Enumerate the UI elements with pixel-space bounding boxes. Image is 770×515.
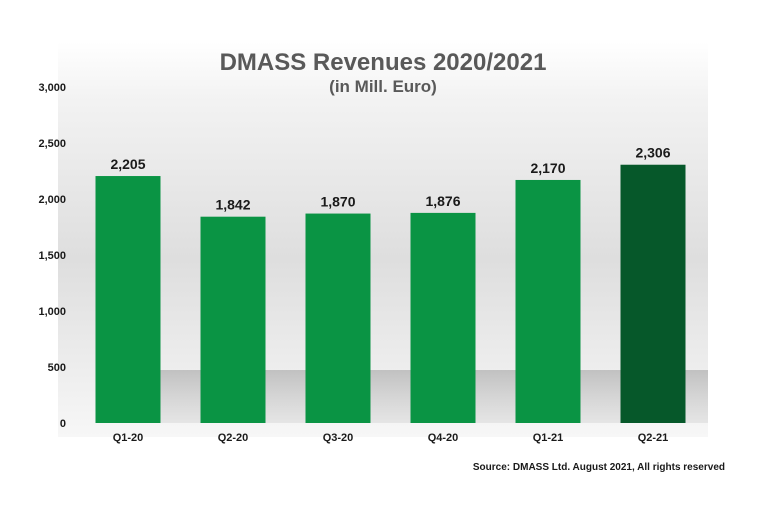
bar-shadows: [96, 370, 708, 423]
x-tick-label: Q1-21: [533, 432, 564, 444]
y-tick-label: 500: [48, 362, 66, 374]
data-label: 2,306: [635, 145, 670, 161]
data-label: 1,870: [320, 194, 355, 210]
x-axis-ticks: Q1-20 Q2-20 Q3-20 Q4-20 Q1-21 Q2-21: [113, 432, 669, 444]
data-label: 1,842: [215, 197, 250, 213]
x-tick-label: Q2-20: [218, 432, 249, 444]
data-label: 2,205: [110, 156, 145, 172]
y-tick-label: 3,000: [38, 82, 66, 94]
x-tick-label: Q4-20: [428, 432, 459, 444]
data-labels: 2,205 1,842 1,870 1,876 2,170 2,306: [110, 145, 670, 213]
bars: [95, 164, 686, 423]
bar-q4-20: [410, 212, 476, 423]
chart-title: DMASS Revenues 2020/2021: [220, 49, 547, 76]
data-label: 1,876: [425, 193, 460, 209]
bar-q1-20: [95, 176, 161, 423]
y-tick-label: 1,500: [38, 250, 66, 262]
bar-q2-20: [200, 216, 266, 423]
y-tick-label: 2,500: [38, 138, 66, 150]
x-tick-label: Q1-20: [113, 432, 144, 444]
x-tick-label: Q3-20: [323, 432, 354, 444]
y-tick-label: 2,000: [38, 194, 66, 206]
source-note: Source: DMASS Ltd. August 2021, All righ…: [473, 462, 725, 473]
y-tick-label: 0: [60, 418, 66, 430]
data-label: 2,170: [530, 160, 565, 176]
bar-q2-21: [620, 164, 686, 423]
bar-q3-20: [305, 213, 371, 423]
chart-subtitle: (in Mill. Euro): [329, 77, 437, 96]
bar-shadow-band: [96, 370, 708, 423]
y-tick-label: 1,000: [38, 306, 66, 318]
y-axis-ticks: 0 500 1,000 1,500 2,000 2,500 3,000: [38, 82, 66, 430]
bar-q1-21: [515, 179, 581, 423]
x-tick-label: Q2-21: [638, 432, 669, 444]
